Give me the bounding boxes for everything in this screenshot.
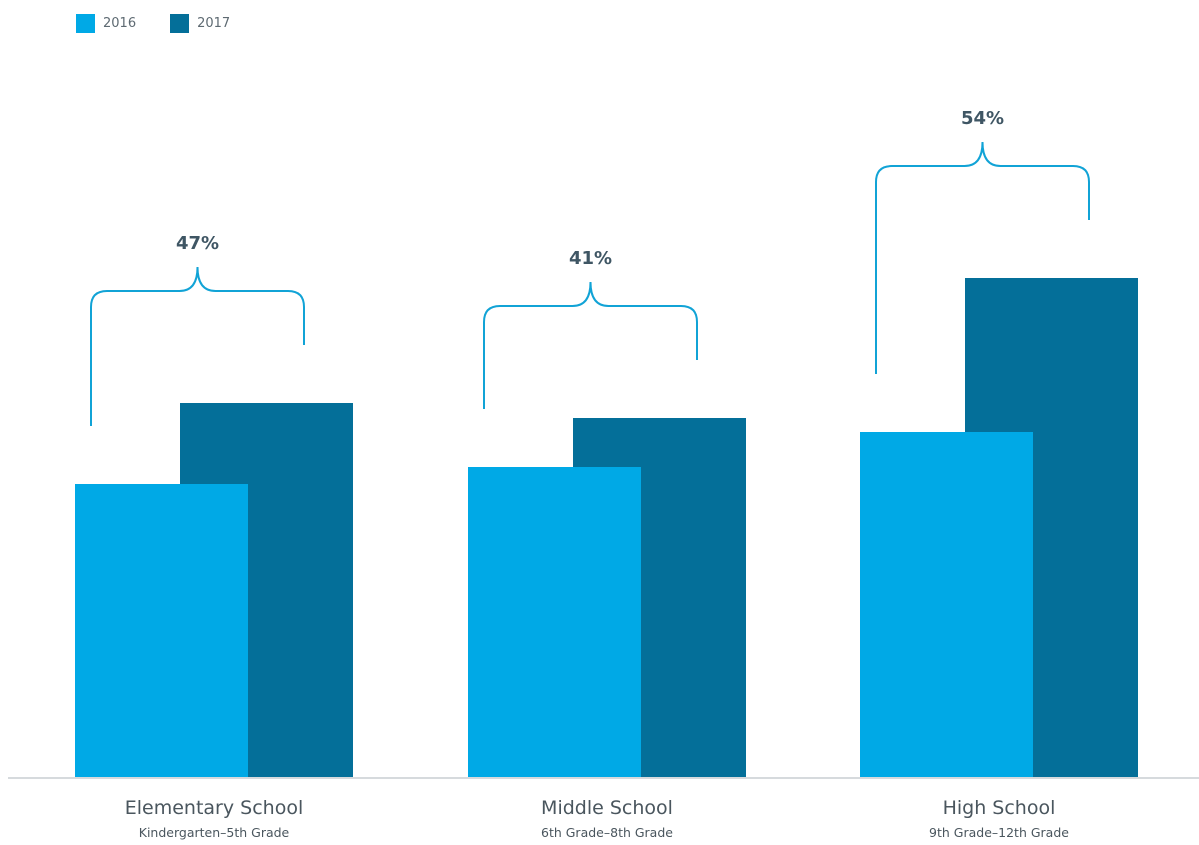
legend-swatch-2016 [76, 14, 95, 33]
bracket-elementary-school [90, 266, 305, 426]
category-sublabel-high-school: 9th Grade–12th Grade [929, 825, 1069, 840]
bracket-middle-school [483, 281, 698, 409]
legend-label-2017: 2017 [197, 16, 231, 31]
category-label-high-school: High School [943, 797, 1056, 819]
legend: 2016 2017 [76, 14, 264, 33]
bracket-high-school [875, 141, 1090, 374]
legend-item-2017: 2017 [170, 14, 230, 33]
change-label-middle-school: 41% [569, 248, 612, 269]
category-sublabel-middle-school: 6th Grade–8th Grade [541, 825, 673, 840]
change-label-elementary-school: 47% [176, 233, 219, 254]
legend-label-2016: 2016 [103, 16, 137, 31]
category-sublabel-elementary-school: Kindergarten–5th Grade [139, 825, 290, 840]
bar-2016-high-school [860, 432, 1033, 778]
change-label-high-school: 54% [961, 108, 1004, 129]
bar-2016-elementary-school [75, 484, 248, 778]
bar-2016-middle-school [468, 467, 641, 778]
legend-item-2016: 2016 [76, 14, 136, 33]
legend-swatch-2017 [170, 14, 190, 33]
category-label-elementary-school: Elementary School [125, 797, 303, 819]
category-label-middle-school: Middle School [541, 797, 673, 819]
